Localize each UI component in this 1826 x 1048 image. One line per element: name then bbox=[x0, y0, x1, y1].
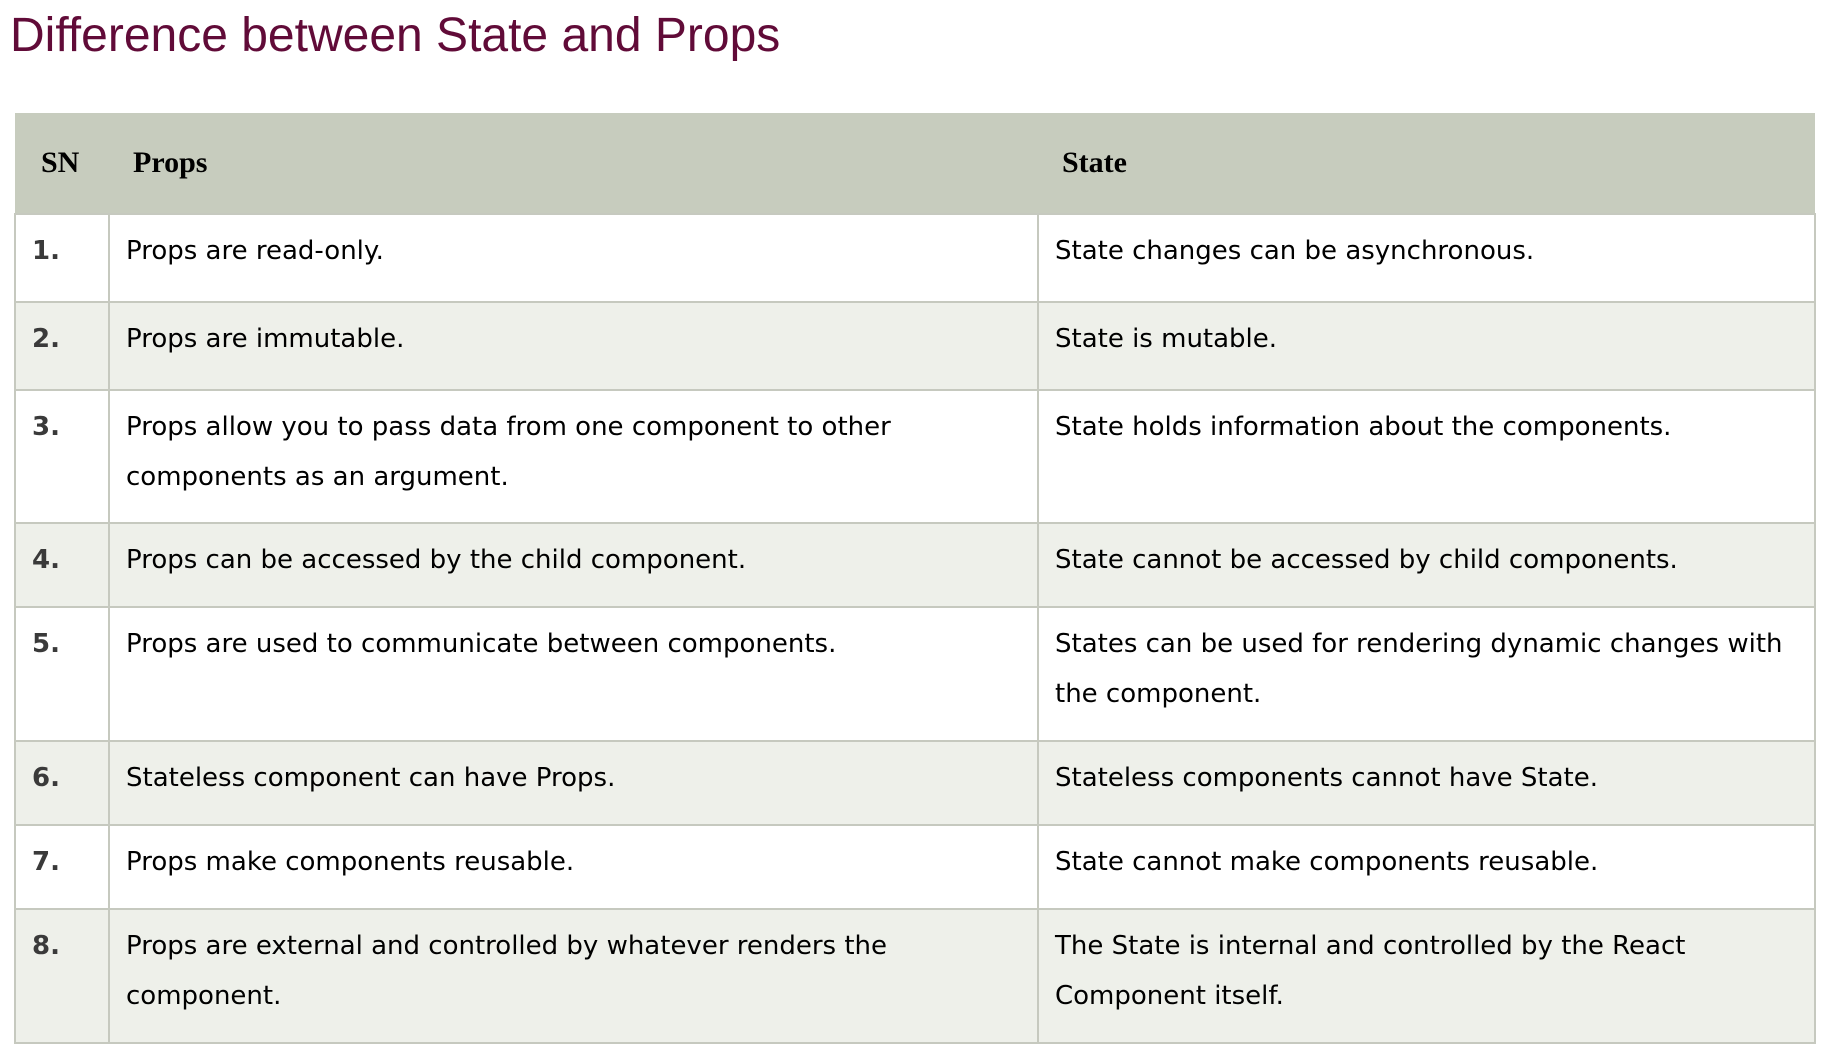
row-sn: 6. bbox=[14, 740, 110, 826]
header-row: SN Props State bbox=[15, 113, 1815, 214]
table-row: 7. Props make components reusable. State… bbox=[14, 824, 1816, 910]
row-sn: 3. bbox=[14, 389, 110, 524]
row-state: State holds information about the compon… bbox=[1037, 389, 1816, 524]
table-row: 5. Props are used to communicate between… bbox=[14, 606, 1816, 742]
row-sn: 1. bbox=[14, 213, 110, 303]
row-state: Stateless components cannot have State. bbox=[1037, 740, 1816, 826]
row-sn: 7. bbox=[14, 824, 110, 910]
table-body: 1. Props are read-only. State changes ca… bbox=[14, 213, 1816, 1044]
table-row: 2. Props are immutable. State is mutable… bbox=[14, 301, 1816, 391]
header-props: Props bbox=[109, 113, 1038, 214]
row-state: State cannot make components reusable. bbox=[1037, 824, 1816, 910]
page-title: Difference between State and Props bbox=[10, 9, 781, 62]
row-props: Props allow you to pass data from one co… bbox=[108, 389, 1039, 524]
table-row: 4. Props can be accessed by the child co… bbox=[14, 522, 1816, 608]
row-sn: 5. bbox=[14, 606, 110, 742]
table-row: 3. Props allow you to pass data from one… bbox=[14, 389, 1816, 524]
row-props: Props make components reusable. bbox=[108, 824, 1039, 910]
comparison-table: SN Props State 1. Props are read-only. S… bbox=[14, 113, 1816, 1044]
header-state: State bbox=[1038, 113, 1815, 214]
table-row: 6. Stateless component can have Props. S… bbox=[14, 740, 1816, 826]
table-header: SN Props State bbox=[15, 113, 1815, 214]
row-state: State is mutable. bbox=[1037, 301, 1816, 391]
row-props: Stateless component can have Props. bbox=[108, 740, 1039, 826]
row-props: Props are read-only. bbox=[108, 213, 1039, 303]
row-props: Props can be accessed by the child compo… bbox=[108, 522, 1039, 608]
table-row: 1. Props are read-only. State changes ca… bbox=[14, 213, 1816, 303]
table-row: 8. Props are external and controlled by … bbox=[14, 908, 1816, 1044]
row-props: Props are external and controlled by wha… bbox=[108, 908, 1039, 1044]
row-sn: 4. bbox=[14, 522, 110, 608]
row-state: The State is internal and controlled by … bbox=[1037, 908, 1816, 1044]
row-props: Props are used to communicate between co… bbox=[108, 606, 1039, 742]
row-sn: 2. bbox=[14, 301, 110, 391]
header-sn: SN bbox=[15, 113, 109, 214]
row-sn: 8. bbox=[14, 908, 110, 1044]
row-props: Props are immutable. bbox=[108, 301, 1039, 391]
row-state: State cannot be accessed by child compon… bbox=[1037, 522, 1816, 608]
row-state: State changes can be asynchronous. bbox=[1037, 213, 1816, 303]
row-state: States can be used for rendering dynamic… bbox=[1037, 606, 1816, 742]
